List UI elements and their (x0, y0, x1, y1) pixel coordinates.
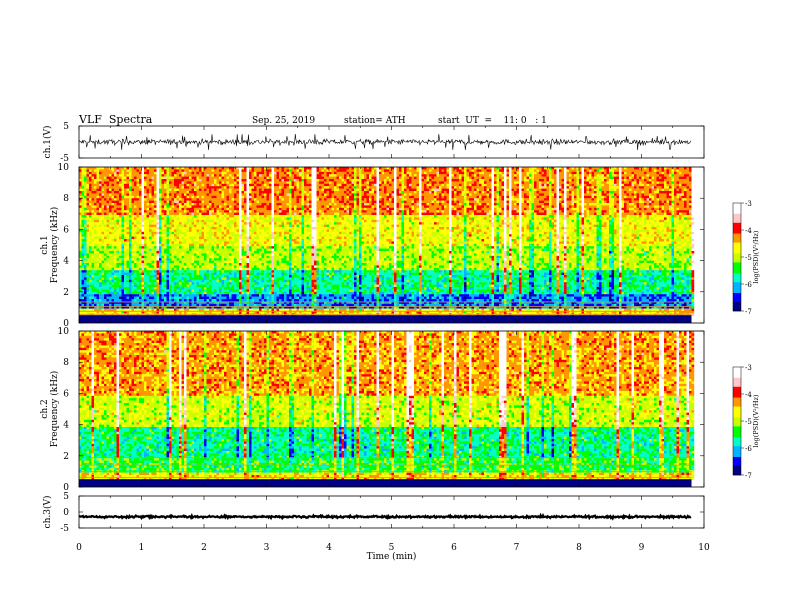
x-axis-label: Time (min) (367, 551, 417, 562)
ch1-spectrogram-lowband (79, 315, 692, 323)
ch1-spectrogram-colorbar-tick-label: -7 (745, 308, 752, 316)
ch2-spectrogram-ylabel: ch.2Frequency (kHz) (40, 371, 60, 448)
ch1-spectrogram-y-tick-label: 4 (63, 257, 69, 267)
ch2-spectrogram-y-tick-label: 8 (63, 358, 69, 368)
ch2-spectrogram-y-tick-label: 4 (63, 421, 69, 431)
x-tick-label: 1 (139, 543, 145, 553)
ch1-spectrogram-heatmap (79, 167, 694, 316)
ch2-spectrogram-y-tick-label: 6 (63, 389, 69, 399)
ch2-spectrogram-colorbar-tick-label: -3 (745, 364, 752, 372)
x-tick-label: 8 (576, 543, 582, 553)
ch1-spectrogram-colorbar-tick-label: -5 (745, 254, 752, 262)
ch2-spectrogram-colorbar-tick-label: -7 (745, 472, 752, 480)
x-tick-label: 2 (201, 543, 207, 553)
x-tick-label: 0 (76, 543, 82, 553)
ch2-spectrogram-colorbar-label: log(PSD)(V²/Hz) (752, 394, 760, 447)
ch3-waveform-frame (79, 496, 704, 528)
x-tick-label: 7 (514, 543, 520, 553)
ch1-waveform-ylabel: ch.1(V) (42, 126, 53, 159)
x-tick-label: 3 (264, 543, 270, 553)
ch1-spectrogram-y-tick-label: 8 (63, 194, 69, 204)
x-tick-label: 10 (698, 543, 710, 553)
ch2-spectrogram-y-tick-label: 2 (63, 452, 69, 462)
ch1-waveform-y-tick-label: 5 (63, 122, 69, 132)
ch2-spectrogram-colorbar-tick-label: -5 (745, 418, 752, 426)
ch3-waveform-y-tick-label: 0 (63, 508, 69, 518)
x-tick-label: 9 (639, 543, 645, 553)
ch1-spectrogram-y-tick-label: 6 (63, 225, 69, 235)
ch3-waveform-trace (79, 515, 691, 518)
ch2-spectrogram-colorbar (733, 367, 741, 475)
ch3-waveform-y-tick-label: -5 (60, 524, 69, 534)
ch1-spectrogram-y-tick-label: 10 (58, 163, 70, 173)
ch1-spectrogram-colorbar-label: log(PSD)(V²/Hz) (752, 230, 760, 283)
x-tick-label: 6 (451, 543, 457, 553)
ch1-spectrogram-colorbar-tick-label: -3 (745, 200, 752, 208)
ch3-waveform-ylabel: ch.3(V) (42, 496, 53, 529)
ch1-waveform-trace (79, 134, 691, 150)
ch1-spectrogram-y-tick-label: 2 (63, 288, 69, 298)
ch3-waveform-y-tick-label: 5 (63, 492, 69, 502)
x-tick-label: 4 (326, 543, 332, 553)
ch2-spectrogram-y-tick-label: 10 (58, 327, 70, 337)
ch2-spectrogram-lowband (79, 479, 692, 487)
ch1-spectrogram-ylabel: ch.1Frequency (kHz) (40, 207, 60, 284)
ch1-spectrogram-colorbar (733, 203, 741, 311)
